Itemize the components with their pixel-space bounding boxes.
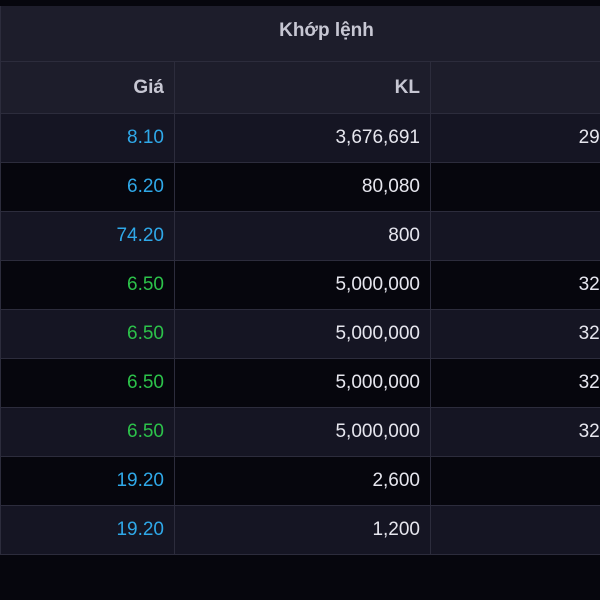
group-header-row: Khớp lệnh: [0, 0, 600, 62]
cell-volume: 1,200: [174, 505, 431, 555]
cell-value: 29,781,: [430, 113, 600, 163]
cell-price: 19.20: [0, 505, 175, 555]
cell-volume: 5,000,000: [174, 309, 431, 359]
cell-price: 6.50: [0, 358, 175, 408]
cell-value: 32,500,: [430, 358, 600, 408]
cell-volume: 3,676,691: [174, 113, 431, 163]
table-row[interactable]: 74.2080059,: [0, 211, 600, 261]
cell-volume: 5,000,000: [174, 407, 431, 457]
cell-value: 32,500,: [430, 407, 600, 457]
cell-price: 6.20: [0, 162, 175, 212]
cell-price: 8.10: [0, 113, 175, 163]
column-header-value[interactable]: [430, 61, 600, 114]
cell-volume: 5,000,000: [174, 358, 431, 408]
column-header-volume[interactable]: KL: [174, 61, 431, 114]
cell-value: 59,: [430, 211, 600, 261]
cell-volume: 2,600: [174, 456, 431, 506]
cell-price: 6.50: [0, 309, 175, 359]
cell-value: 32,500,: [430, 309, 600, 359]
cell-volume: 5,000,000: [174, 260, 431, 310]
cell-value: 23,: [430, 505, 600, 555]
column-header-row: Giá KL: [0, 61, 600, 114]
cell-price: 19.20: [0, 456, 175, 506]
cell-volume: 800: [174, 211, 431, 261]
group-header-khop-lenh: Khớp lệnh: [0, 0, 600, 62]
cell-price: 6.50: [0, 407, 175, 457]
table-row[interactable]: 19.202,60049,: [0, 456, 600, 506]
column-header-price[interactable]: Giá: [0, 61, 175, 114]
matched-orders-table: Khớp lệnh Giá KL 8.103,676,69129,781,6.2…: [0, 0, 600, 555]
table-row[interactable]: 19.201,20023,: [0, 505, 600, 555]
cell-value: 49,: [430, 456, 600, 506]
top-divider: [0, 0, 600, 6]
cell-price: 74.20: [0, 211, 175, 261]
cell-value: 32,500,: [430, 260, 600, 310]
cell-price: 6.50: [0, 260, 175, 310]
cell-volume: 80,080: [174, 162, 431, 212]
cell-value: 496,: [430, 162, 600, 212]
